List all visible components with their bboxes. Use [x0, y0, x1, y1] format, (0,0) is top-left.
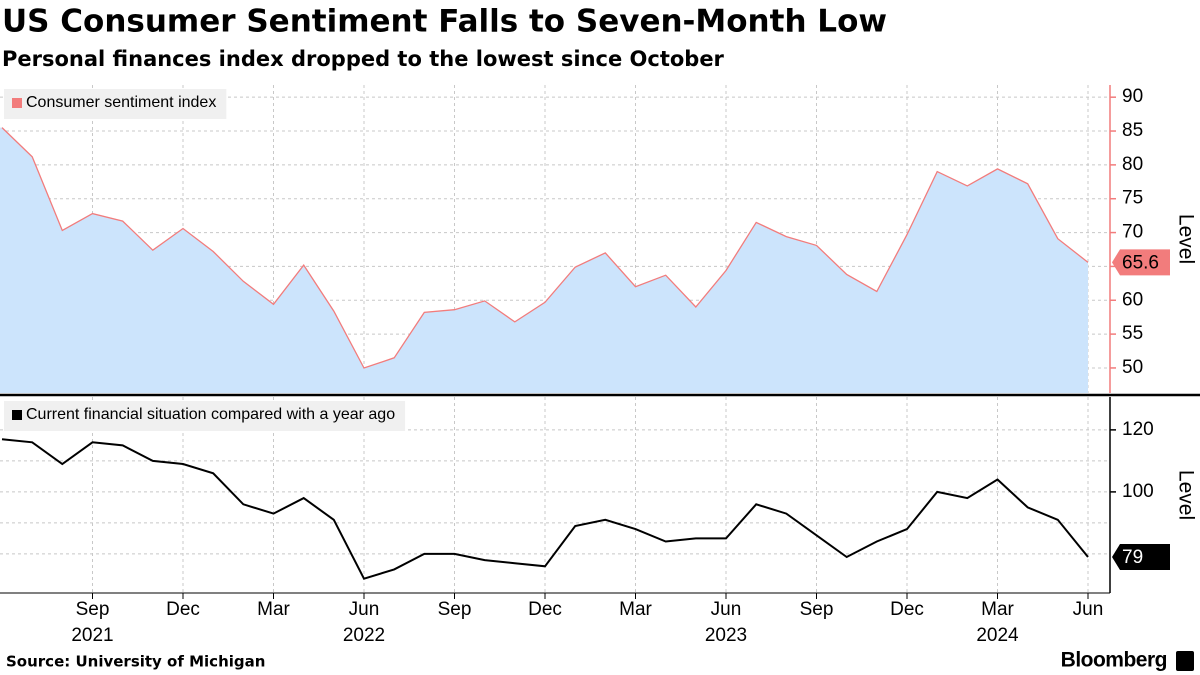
last-value-label: 65.6: [1122, 252, 1159, 273]
source: Source: University of Michigan: [6, 653, 265, 671]
x-tick-label: Jun: [711, 599, 742, 620]
x-year-label: 2024: [976, 625, 1019, 646]
legend-box: [4, 89, 227, 119]
line: [1, 438, 1089, 580]
y-tick-label: 50: [1122, 357, 1143, 378]
y-axis-label: Level: [1174, 470, 1197, 520]
y-tick-label: 85: [1122, 120, 1143, 141]
x-tick-label: Sep: [800, 599, 834, 620]
y-tick-label: 100: [1122, 481, 1154, 502]
y-tick-label: 70: [1122, 222, 1143, 243]
x-year-label: 2023: [705, 625, 747, 646]
x-tick-label: Sep: [76, 599, 110, 620]
y-axis-label: Level: [1174, 214, 1197, 264]
x-tick-label: Dec: [890, 599, 924, 620]
last-value-label: 79: [1122, 547, 1143, 568]
brand: Bloomberg: [1061, 649, 1167, 672]
chart-subtitle: Personal finances index dropped to the l…: [2, 47, 725, 71]
x-year-label: 2022: [343, 625, 385, 646]
x-tick-label: Dec: [528, 599, 562, 620]
line: [1, 127, 1089, 369]
legend-swatch: [12, 98, 22, 108]
legend-box: [4, 401, 406, 431]
y-tick-label: 120: [1122, 419, 1154, 440]
x-year-label: 2021: [71, 625, 113, 646]
chart-title: US Consumer Sentiment Falls to Seven-Mon…: [2, 4, 887, 40]
x-tick-label: Jun: [349, 599, 380, 620]
legend-label: Current financial situation compared wit…: [26, 406, 395, 423]
x-tick-label: Mar: [981, 599, 1014, 620]
y-tick-label: 75: [1122, 188, 1143, 209]
last-value-box: [1112, 544, 1170, 571]
y-tick-label: 90: [1122, 86, 1143, 107]
area: [0, 127, 1088, 393]
y-tick-label: 60: [1122, 289, 1143, 310]
x-tick-label: Jun: [1073, 599, 1104, 620]
brand-icon: [1176, 651, 1194, 671]
y-tick-label: 55: [1122, 323, 1143, 344]
last-value-box: [1112, 249, 1170, 276]
x-tick-label: Mar: [257, 599, 290, 620]
legend-label: Consumer sentiment index: [26, 94, 216, 111]
legend-swatch: [12, 410, 22, 420]
y-tick-label: 80: [1122, 154, 1143, 175]
x-tick-label: Dec: [166, 599, 200, 620]
x-tick-label: Sep: [438, 599, 472, 620]
x-tick-label: Mar: [619, 599, 652, 620]
